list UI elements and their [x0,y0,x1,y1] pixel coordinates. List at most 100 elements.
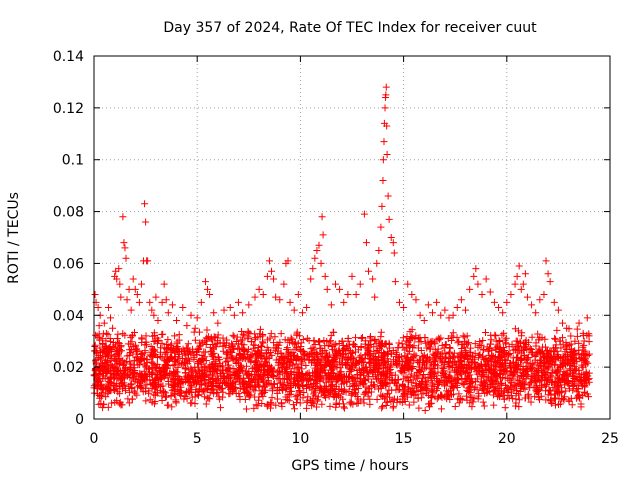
data-point-marker [383,151,391,159]
data-point-marker [359,380,367,388]
data-point-marker [257,342,265,350]
data-point-marker [382,360,390,368]
data-point-marker [92,380,100,388]
data-point-marker [266,334,274,342]
data-point-marker [415,338,423,346]
y-tick-label: 0.06 [53,256,84,272]
data-point-marker [141,341,149,349]
data-point-marker [501,404,509,412]
data-point-marker [208,382,216,390]
data-point-marker [480,345,488,353]
data-point-marker [515,380,523,388]
data-point-marker [313,403,321,411]
data-point-marker [225,344,233,352]
data-point-marker [548,373,556,381]
data-point-marker [372,356,380,364]
data-point-marker [227,372,235,380]
data-point-marker [95,379,103,387]
data-point-marker [568,401,576,409]
data-point-marker [127,334,135,342]
data-point-marker [170,383,178,391]
data-point-marker [275,359,283,367]
data-point-marker [312,361,320,369]
data-point-marker [558,395,566,403]
data-point-marker [518,329,526,337]
data-point-marker [160,388,168,396]
data-point-marker [442,353,450,361]
data-point-marker [235,390,243,398]
data-point-marker [545,362,553,370]
data-point-marker [328,380,336,388]
data-point-marker [391,371,399,379]
data-point-marker [194,363,202,371]
data-point-marker [523,354,531,362]
data-point-marker [104,344,112,352]
data-point-marker [379,176,387,184]
data-point-marker [96,394,104,402]
data-point-marker [201,376,209,384]
data-point-marker [215,383,223,391]
data-point-marker [260,362,268,370]
data-point-marker [196,356,204,364]
data-point-marker [575,346,583,354]
data-point-marker [280,280,288,288]
data-point-marker [448,382,456,390]
data-point-marker [335,390,343,398]
data-point-marker [234,344,242,352]
data-point-marker [540,291,548,299]
data-point-marker [471,340,479,348]
data-point-marker [283,344,291,352]
data-point-marker [485,375,493,383]
data-point-marker [525,338,533,346]
data-point-marker [532,342,540,350]
data-point-marker [188,393,196,401]
data-point-marker [309,353,317,361]
data-point-marker [158,354,166,362]
data-point-marker [276,296,284,304]
data-point-marker [122,254,130,262]
data-point-marker [299,355,307,363]
data-point-marker [444,363,452,371]
data-point-marker [526,379,534,387]
data-point-marker [117,401,125,409]
data-point-marker [492,344,500,352]
data-point-marker [334,351,342,359]
data-point-marker [192,380,200,388]
data-point-marker [456,350,464,358]
data-point-marker [441,306,449,314]
data-point-marker [134,361,142,369]
data-point-marker [247,357,255,365]
data-point-marker [206,395,214,403]
points-layer [90,83,593,414]
data-point-marker [346,355,354,363]
data-point-marker [202,400,210,408]
data-point-marker [426,370,434,378]
data-point-marker [120,367,128,375]
data-point-marker [111,357,119,365]
data-point-marker [558,362,566,370]
data-point-marker [440,344,448,352]
data-point-marker [213,377,221,385]
data-point-marker [185,350,193,358]
data-point-marker [263,272,271,280]
data-point-marker [369,363,377,371]
data-point-marker [474,280,482,288]
data-point-marker [238,340,246,348]
data-point-marker [137,350,145,358]
data-point-marker [155,363,163,371]
data-point-marker [567,332,575,340]
data-point-marker [435,334,443,342]
data-point-marker [374,361,382,369]
data-point-marker [208,370,216,378]
data-point-marker [121,381,129,389]
data-point-marker [143,381,151,389]
data-point-marker [300,389,308,397]
data-point-marker [519,366,527,374]
data-point-marker [407,391,415,399]
data-point-marker [525,394,533,402]
data-point-marker [446,343,454,351]
data-point-marker [208,352,216,360]
data-point-marker [309,372,317,380]
data-point-marker [100,347,108,355]
data-point-marker [345,341,353,349]
